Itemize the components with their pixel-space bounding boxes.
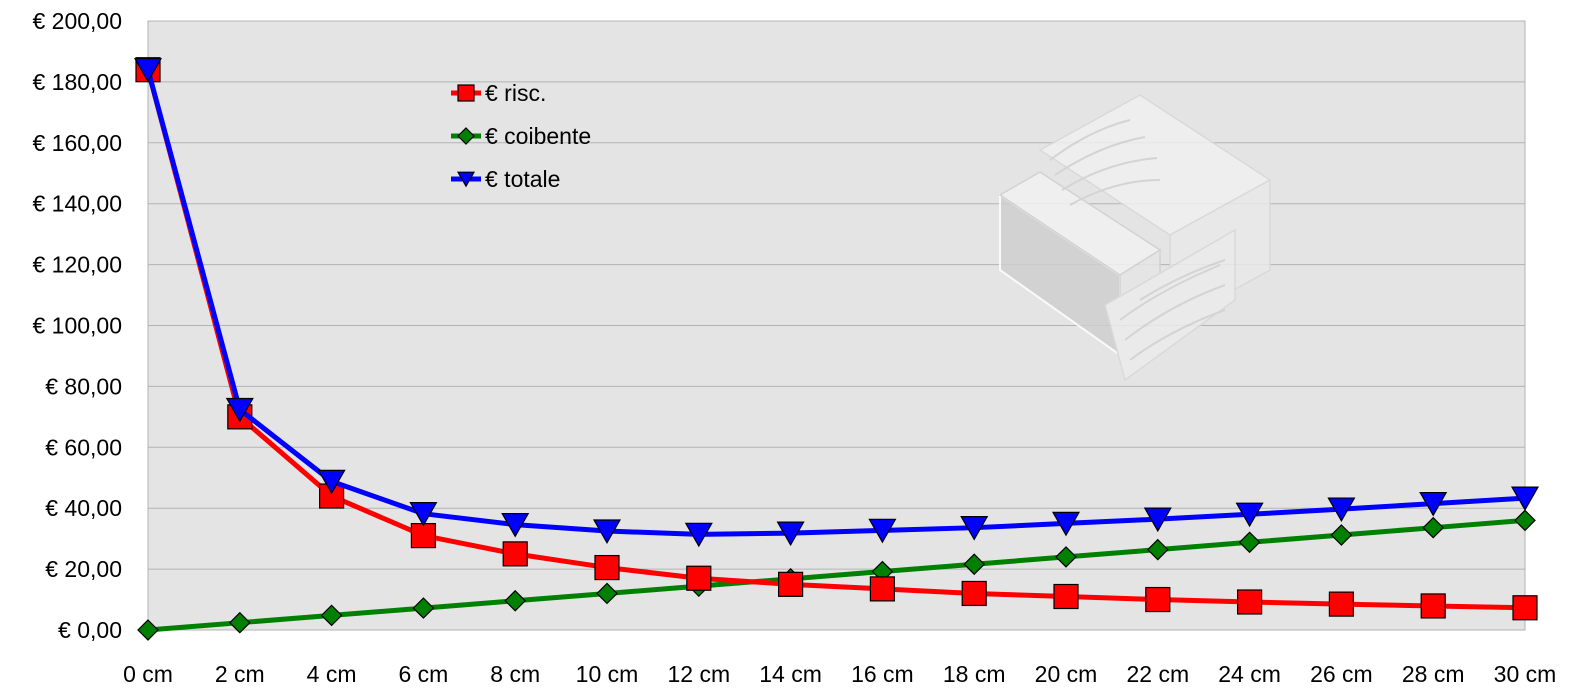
x-tick-label: 14 cm (759, 661, 822, 687)
x-tick-label: 6 cm (398, 661, 448, 687)
x-tick-label: 4 cm (307, 661, 357, 687)
data-point (869, 576, 896, 602)
data-point (1055, 546, 1077, 568)
y-tick-label: € 80,00 (45, 373, 122, 399)
x-tick-label: 30 cm (1494, 661, 1557, 687)
series-line (145, 69, 1526, 537)
legend-item: € risc. (451, 80, 546, 106)
series-line (147, 517, 1526, 633)
data-point (504, 589, 527, 612)
x-tick-label: 10 cm (576, 661, 639, 687)
x-tick-label: 22 cm (1126, 661, 1189, 687)
data-point (133, 58, 163, 83)
data-point (410, 523, 436, 549)
data-point (502, 541, 528, 567)
x-tick-label: 8 cm (490, 661, 540, 687)
data-point (501, 512, 530, 538)
data-point (960, 516, 989, 541)
legend-label: € coibente (485, 123, 591, 149)
data-point (1143, 507, 1172, 533)
x-tick-label: 28 cm (1402, 661, 1465, 687)
data-point (412, 597, 435, 619)
y-tick-label: € 20,00 (45, 556, 122, 582)
data-point (1053, 583, 1079, 610)
data-point (409, 502, 438, 527)
data-point (684, 522, 713, 548)
x-axis-ticks: 0 cm 2 cm 4 cm 6 cm 8 cm 10 cm 12 cm 14 cm 16 cm… (123, 661, 1556, 687)
x-tick-label: 0 cm (123, 661, 173, 687)
data-point (1514, 509, 1536, 532)
data-point (592, 519, 622, 544)
legend-item: € totale (451, 166, 560, 192)
y-tick-label: € 40,00 (45, 495, 122, 521)
data-point (868, 518, 897, 544)
y-tick-label: € 120,00 (32, 252, 122, 278)
legend-label: € risc. (485, 80, 546, 106)
data-point (777, 571, 804, 597)
data-point (686, 565, 712, 591)
legend-swatch-marker (456, 171, 476, 188)
y-tick-label: € 60,00 (45, 434, 122, 460)
data-point (1328, 591, 1355, 617)
y-tick-label: € 140,00 (32, 191, 122, 217)
x-tick-label: 16 cm (851, 661, 914, 687)
data-point (1327, 497, 1356, 523)
data-point (320, 604, 343, 627)
y-tick-label: € 0,00 (58, 617, 122, 643)
gridlines (148, 81, 1525, 570)
data-point (228, 611, 251, 634)
legend-label: € totale (485, 166, 560, 192)
data-point (317, 469, 346, 495)
data-point (1238, 531, 1261, 554)
x-tick-label: 26 cm (1310, 661, 1373, 687)
x-tick-label: 2 cm (215, 661, 265, 687)
data-point (961, 580, 987, 607)
x-tick-label: 18 cm (943, 661, 1006, 687)
x-tick-label: 24 cm (1218, 661, 1281, 687)
data-point (1330, 524, 1353, 546)
data-point (1420, 593, 1446, 619)
legend: € risc. € coibente € totale (451, 80, 591, 192)
y-tick-label: € 180,00 (32, 69, 122, 95)
data-point (1235, 502, 1264, 528)
x-tick-label: 12 cm (667, 661, 730, 687)
legend-swatch-marker (457, 127, 475, 145)
data-point (776, 521, 805, 547)
series-diamond (137, 509, 1536, 641)
data-point (1512, 595, 1538, 621)
data-point (596, 582, 618, 605)
series-line (145, 69, 1526, 611)
y-tick-label: € 200,00 (32, 8, 122, 34)
data-point (1510, 486, 1540, 512)
y-tick-label: € 100,00 (32, 313, 122, 339)
data-point (1146, 538, 1169, 561)
data-point (137, 619, 159, 641)
data-point (1419, 491, 1448, 517)
y-tick-label: € 160,00 (32, 130, 122, 156)
series-layer (133, 57, 1540, 641)
data-point (1236, 589, 1263, 615)
data-point (1051, 511, 1081, 537)
x-tick-label: 20 cm (1035, 661, 1098, 687)
data-point (1422, 516, 1445, 539)
series-triangle-down (133, 58, 1540, 548)
data-point (225, 397, 254, 423)
data-point (594, 554, 620, 581)
data-point (1145, 586, 1171, 613)
insulated-wall-section-icon (998, 94, 1272, 382)
legend-item: € coibente (451, 123, 591, 149)
plot-border (147, 20, 1526, 631)
legend-swatch-marker (457, 84, 475, 102)
y-axis-ticks: € 0,00 € 20,00 € 40,00 € 60,00 € 80,00 € 100,… (32, 8, 122, 643)
data-point (963, 553, 986, 576)
